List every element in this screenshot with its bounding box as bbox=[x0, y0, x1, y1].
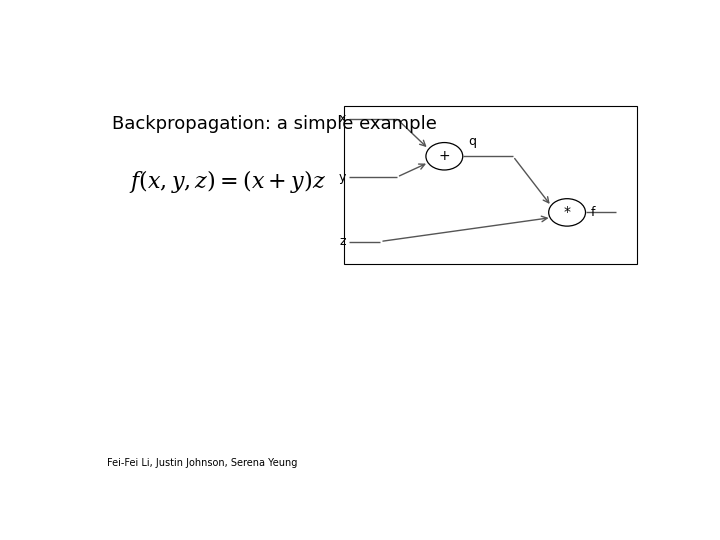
Text: z: z bbox=[340, 235, 346, 248]
Circle shape bbox=[549, 199, 585, 226]
Text: $f(x, y, z) = (x + y)z$: $f(x, y, z) = (x + y)z$ bbox=[129, 168, 326, 195]
Text: y: y bbox=[338, 171, 346, 184]
Text: q: q bbox=[468, 135, 477, 148]
Text: Backpropagation: a simple example: Backpropagation: a simple example bbox=[112, 114, 437, 133]
Circle shape bbox=[426, 143, 463, 170]
Text: x: x bbox=[338, 112, 346, 125]
Text: Fei-Fei Li, Justin Johnson, Serena Yeung: Fei-Fei Li, Justin Johnson, Serena Yeung bbox=[107, 458, 297, 468]
Text: *: * bbox=[564, 205, 570, 219]
Text: +: + bbox=[438, 149, 450, 163]
Text: f: f bbox=[591, 206, 595, 219]
Bar bbox=[344, 106, 636, 265]
